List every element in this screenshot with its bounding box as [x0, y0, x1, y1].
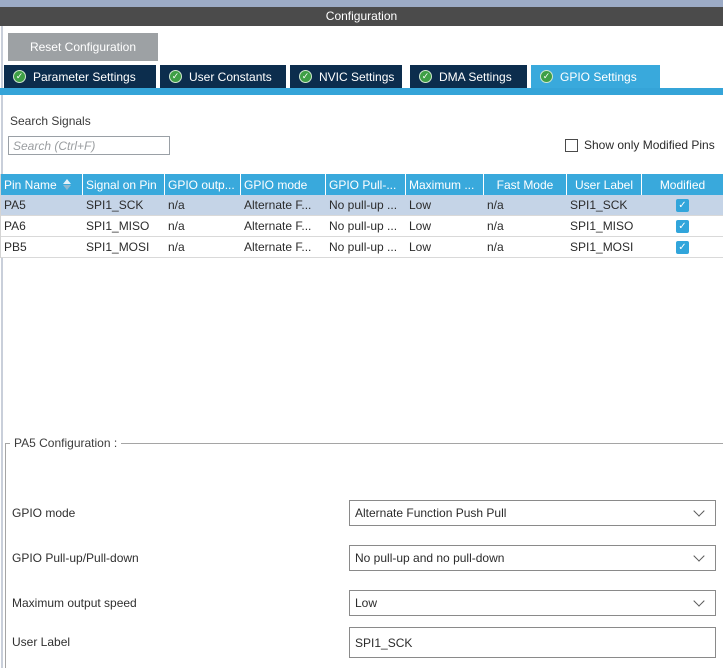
gpio-pull-cell: No pull-up ... — [329, 198, 398, 212]
signal-cell: SPI1_MOSI — [86, 240, 150, 254]
gpio-pull-label: GPIO Pull-up/Pull-down — [12, 551, 139, 565]
gpio-mode-value: Alternate Function Push Pull — [355, 506, 507, 520]
column-header-modified[interactable]: Modified — [659, 177, 706, 192]
column-header-gpio-output[interactable]: GPIO outp... — [165, 174, 241, 195]
check-icon: ✓ — [540, 70, 553, 83]
pin-name-cell: PA6 — [4, 219, 26, 233]
check-icon: ✓ — [13, 70, 26, 83]
maximum-output-speed-value: Low — [355, 596, 378, 610]
table-header-row: Pin Name Signal on Pin GPIO outp... GPIO… — [1, 174, 723, 195]
chevron-down-icon — [693, 550, 705, 562]
tab-label: Parameter Settings — [33, 69, 136, 84]
pa5-configuration-legend: PA5 Configuration : — [14, 436, 118, 450]
reset-configuration-button[interactable]: Reset Configuration — [8, 33, 158, 61]
gpio-pull-cell: No pull-up ... — [329, 240, 398, 254]
tab-user-constants[interactable]: ✓ User Constants — [160, 65, 286, 88]
gpio-pull-value: No pull-up and no pull-down — [355, 551, 505, 565]
check-icon: ✓ — [299, 70, 312, 83]
fast-mode-cell: n/a — [487, 219, 504, 233]
column-header-signal-on-pin[interactable]: Signal on Pin — [83, 174, 165, 195]
table-row-pb5[interactable]: PB5 SPI1_MOSI n/a Alternate F... No pull… — [1, 237, 723, 258]
modified-checkbox[interactable] — [676, 219, 689, 233]
tab-label: NVIC Settings — [319, 69, 395, 84]
tab-parameter-settings[interactable]: ✓ Parameter Settings — [4, 65, 156, 88]
show-only-modified-checkbox[interactable]: Show only Modified Pins — [565, 138, 715, 152]
column-header-pin-name[interactable]: Pin Name — [1, 174, 83, 195]
checkbox-icon[interactable] — [565, 138, 578, 152]
fast-mode-cell: n/a — [487, 240, 504, 254]
maximum-speed-cell: Low — [409, 240, 432, 254]
tab-dma-settings[interactable]: ✓ DMA Settings — [410, 65, 527, 88]
chevron-down-icon — [693, 505, 705, 517]
checkbox-label: Show only Modified Pins — [584, 138, 715, 152]
sort-icon — [62, 179, 71, 190]
user-label-cell: SPI1_MOSI — [570, 240, 634, 254]
gpio-mode-select[interactable]: Alternate Function Push Pull — [349, 500, 716, 526]
gpio-output-cell: n/a — [168, 219, 185, 233]
search-signals-label: Search Signals — [10, 114, 91, 128]
maximum-output-speed-label: Maximum output speed — [12, 596, 137, 610]
maximum-output-speed-select[interactable]: Low — [349, 590, 716, 616]
window-title: Configuration — [0, 7, 723, 26]
user-label-cell: SPI1_MISO — [570, 219, 634, 233]
tab-label: DMA Settings — [439, 69, 512, 84]
fast-mode-cell: n/a — [487, 198, 504, 212]
signal-cell: SPI1_SCK — [86, 198, 144, 212]
active-tab-underline — [0, 88, 723, 95]
chevron-down-icon — [693, 595, 705, 607]
table-row-pa6[interactable]: PA6 SPI1_MISO n/a Alternate F... No pull… — [1, 216, 723, 237]
pa5-configuration-group: PA5 Configuration : — [5, 436, 723, 668]
check-icon: ✓ — [419, 70, 432, 83]
gpio-pull-cell: No pull-up ... — [329, 219, 398, 233]
tab-gpio-settings[interactable]: ✓ GPIO Settings — [531, 65, 660, 88]
gpio-output-cell: n/a — [168, 198, 185, 212]
window-left-border — [1, 0, 3, 668]
signal-cell: SPI1_MISO — [86, 219, 150, 233]
column-header-gpio-pull[interactable]: GPIO Pull-... — [326, 174, 406, 195]
maximum-speed-cell: Low — [409, 219, 432, 233]
gpio-output-cell: n/a — [168, 240, 185, 254]
column-header-user-label[interactable]: User Label — [567, 174, 642, 195]
gpio-mode-cell: Alternate F... — [244, 198, 312, 212]
maximum-speed-cell: Low — [409, 198, 432, 212]
gpio-mode-cell: Alternate F... — [244, 240, 312, 254]
check-icon: ✓ — [169, 70, 182, 83]
modified-checkbox[interactable] — [676, 198, 689, 212]
tab-nvic-settings[interactable]: ✓ NVIC Settings — [290, 65, 402, 88]
column-header-maximum-speed[interactable]: Maximum ... — [406, 174, 484, 195]
user-label-input[interactable] — [349, 627, 716, 658]
gpio-mode-cell: Alternate F... — [244, 219, 312, 233]
modified-checkbox[interactable] — [676, 240, 689, 254]
gpio-pull-select[interactable]: No pull-up and no pull-down — [349, 545, 716, 571]
pin-name-cell: PA5 — [4, 198, 26, 212]
table-row-pa5[interactable]: PA5 SPI1_SCK n/a Alternate F... No pull-… — [1, 195, 723, 216]
tab-label: User Constants — [189, 69, 272, 84]
user-label-label: User Label — [12, 635, 71, 649]
tab-label: GPIO Settings — [560, 69, 637, 84]
window-top-strip — [0, 0, 723, 7]
user-label-cell: SPI1_SCK — [570, 198, 628, 212]
column-header-gpio-mode[interactable]: GPIO mode — [241, 174, 326, 195]
gpio-mode-label: GPIO mode — [12, 506, 76, 520]
pin-name-cell: PB5 — [4, 240, 27, 254]
search-input[interactable] — [8, 136, 170, 155]
column-header-fast-mode[interactable]: Fast Mode — [484, 174, 567, 195]
pin-table: Pin Name Signal on Pin GPIO outp... GPIO… — [0, 174, 723, 258]
